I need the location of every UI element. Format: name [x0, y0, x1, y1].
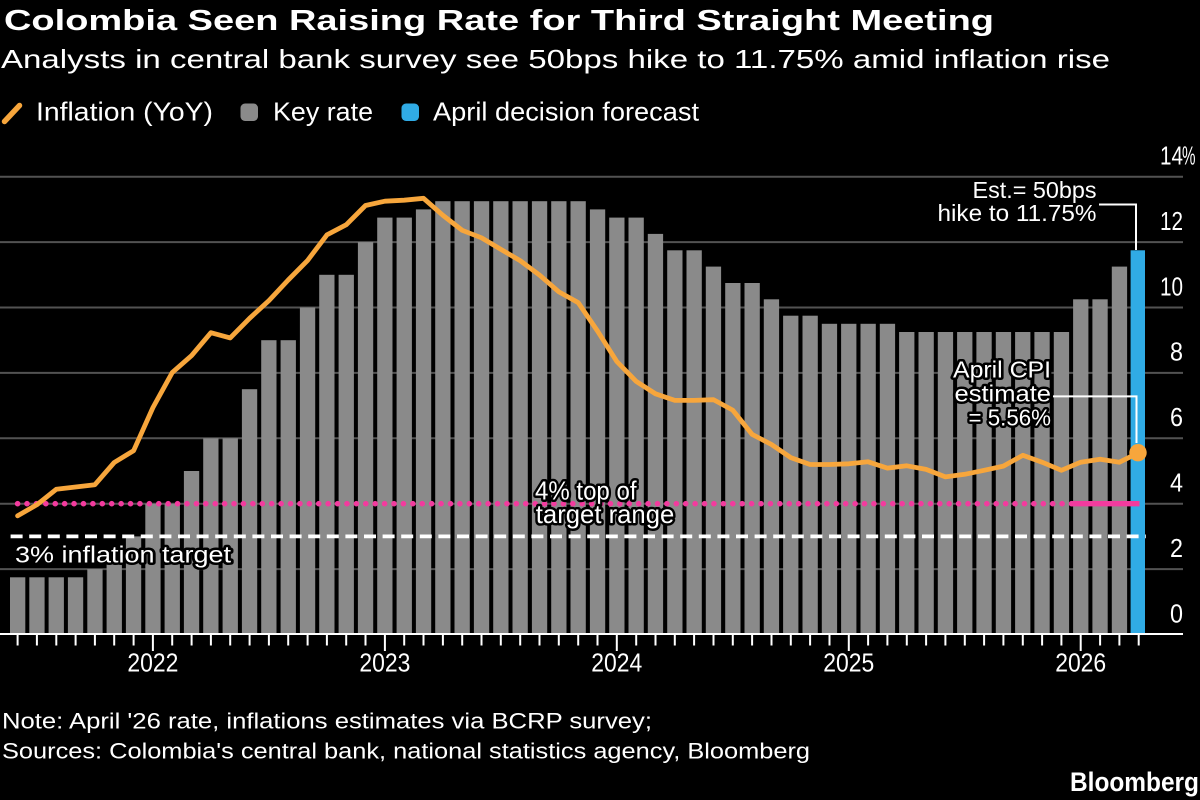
svg-text:6: 6 — [1170, 402, 1183, 432]
svg-text:4: 4 — [1170, 468, 1183, 498]
svg-text:Colombia Seen Raising Rate for: Colombia Seen Raising Rate for Third Str… — [4, 5, 994, 37]
svg-text:April CPI: April CPI — [953, 357, 1051, 383]
svg-text:Bloomberg: Bloomberg — [1070, 767, 1199, 797]
svg-text:%: % — [1182, 141, 1196, 171]
svg-text:3% inflation target: 3% inflation target — [15, 542, 232, 568]
svg-text:Key rate: Key rate — [273, 97, 373, 127]
svg-text:Sources: Colombia's central ba: Sources: Colombia's central bank, nation… — [2, 739, 810, 764]
svg-text:2026: 2026 — [1055, 648, 1106, 678]
svg-text:April decision forecast: April decision forecast — [433, 97, 700, 127]
svg-text:2024: 2024 — [591, 648, 642, 678]
svg-text:Est.= 50bps: Est.= 50bps — [973, 177, 1097, 203]
svg-text:12: 12 — [1160, 206, 1183, 236]
svg-text:Note: April '26 rate, inflatio: Note: April '26 rate, inflations estimat… — [2, 709, 652, 734]
svg-text:2023: 2023 — [359, 648, 410, 678]
svg-text:8: 8 — [1170, 337, 1183, 367]
svg-text:2022: 2022 — [127, 648, 178, 678]
svg-text:hike to 11.75%: hike to 11.75% — [938, 200, 1097, 226]
svg-text:Analysts in central bank surve: Analysts in central bank survey see 50bp… — [1, 44, 1110, 74]
svg-text:estimate: estimate — [955, 381, 1052, 407]
svg-text:= 5.56%: = 5.56% — [969, 405, 1052, 431]
svg-text:Inflation (YoY): Inflation (YoY) — [36, 97, 213, 127]
svg-text:14: 14 — [1160, 141, 1183, 171]
svg-text:2025: 2025 — [823, 648, 874, 678]
svg-text:target range: target range — [536, 499, 675, 529]
svg-text:2: 2 — [1170, 533, 1183, 563]
svg-text:10: 10 — [1160, 271, 1183, 301]
svg-text:0: 0 — [1170, 598, 1183, 628]
svg-text:4% top of: 4% top of — [535, 475, 637, 505]
